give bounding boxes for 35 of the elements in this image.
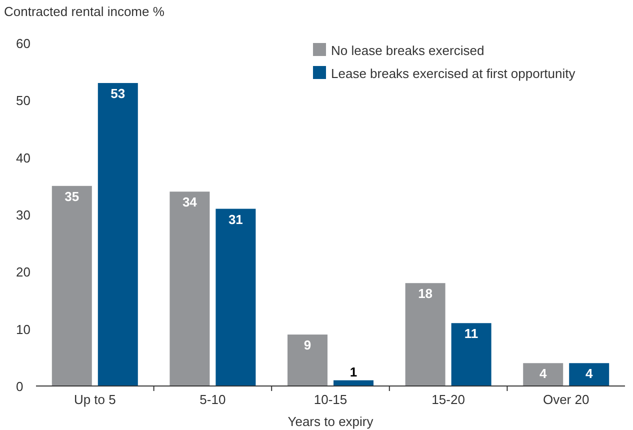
y-tick-label: 30: [16, 208, 30, 222]
bar: [451, 323, 492, 386]
data-label: 4: [585, 366, 594, 382]
bar: [569, 363, 610, 386]
y-tick-label: 0: [16, 379, 24, 394]
data-label: 1: [350, 364, 358, 380]
data-label: 9: [304, 338, 312, 353]
x-tick-label: 15-20: [432, 392, 465, 407]
legend-label: No lease breaks exercised: [331, 43, 484, 58]
legend-label: Lease breaks exercised at first opportunity: [331, 66, 576, 81]
bar: [52, 186, 92, 386]
bar: [288, 334, 328, 386]
x-axis-title: Years to expiry: [288, 414, 374, 429]
bar: [216, 208, 256, 386]
y-tick-label: 60: [16, 36, 30, 51]
x-tick-label: 10-15: [314, 392, 348, 407]
x-tick-label: 5-10: [200, 392, 226, 407]
y-axis-title: Contracted rental income %: [4, 4, 165, 19]
bar: [523, 363, 564, 386]
x-tick-label: Up to 5: [74, 392, 116, 407]
y-tick-label: 10: [16, 322, 30, 337]
y-tick-label: 50: [16, 93, 30, 108]
data-label: 35: [64, 188, 80, 204]
data-label: 11: [464, 326, 478, 342]
bar: [170, 192, 210, 386]
data-label: 18: [418, 286, 433, 302]
bar: [405, 283, 446, 386]
x-tick-label: Over 20: [542, 392, 590, 407]
y-tick-label: 20: [16, 264, 30, 280]
data-label: 4: [539, 366, 548, 382]
data-label: 34: [182, 194, 198, 210]
y-tick-label: 40: [16, 150, 30, 166]
bar: [98, 83, 138, 386]
data-label: 31: [228, 212, 243, 227]
data-label: 53: [110, 86, 126, 102]
